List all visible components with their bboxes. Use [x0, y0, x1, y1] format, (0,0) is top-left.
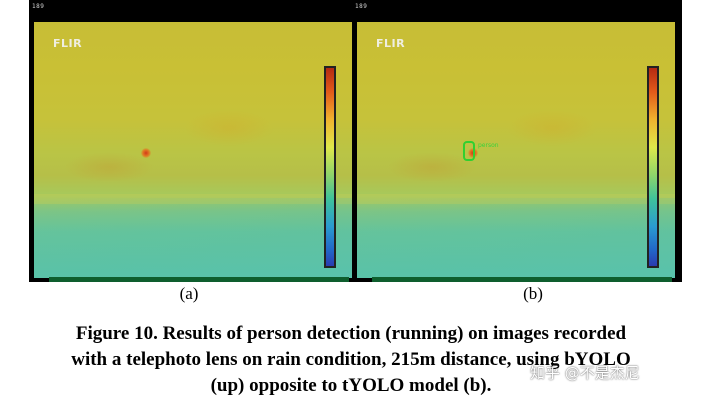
subfigure-label-a: (a)	[179, 284, 199, 303]
warm-region	[64, 152, 154, 182]
thermal-image-a: 189 FLIR	[29, 0, 359, 282]
frame-number: 189	[355, 3, 368, 10]
warm-region	[184, 110, 274, 146]
person-detection-box	[463, 141, 475, 161]
watermark: 知乎 @不是杰尼	[530, 364, 640, 382]
status-strip	[49, 277, 349, 282]
cool-foreground	[34, 198, 352, 278]
flir-logo: FLIR	[53, 37, 83, 50]
caption-line: (up) opposite to tYOLO model (b).	[210, 375, 492, 396]
warm-region	[507, 110, 597, 146]
thermal-image-b: 189 FLIR person	[352, 0, 682, 282]
status-strip	[372, 277, 672, 282]
person-heat-signature	[141, 148, 151, 158]
thermal-scene	[34, 22, 352, 278]
frame-number: 189	[32, 3, 45, 10]
thermal-scene	[357, 22, 675, 278]
caption-line: Figure 10. Results of person detection (…	[75, 323, 627, 344]
temperature-scale-bar	[647, 66, 659, 268]
ground-band	[34, 194, 352, 204]
ground-band	[357, 194, 675, 204]
caption-line: with a telephoto lens on rain condition,…	[71, 349, 631, 370]
flir-logo: FLIR	[376, 37, 406, 50]
figure-caption: Figure 10. Results of person detection (…	[10, 321, 692, 399]
cool-foreground	[357, 198, 675, 278]
temperature-scale-bar	[324, 66, 336, 268]
detection-label: person	[478, 142, 499, 149]
subfigure-label-b: (b)	[523, 284, 543, 303]
warm-region	[387, 152, 477, 182]
